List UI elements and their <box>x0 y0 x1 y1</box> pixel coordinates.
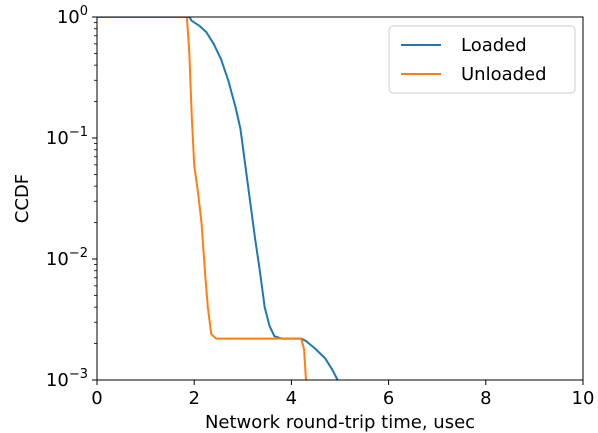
x-tick-label: 10 <box>572 388 595 409</box>
series-line-loaded <box>97 17 339 380</box>
y-tick-label: 100 <box>57 4 88 28</box>
legend-label-unloaded: Unloaded <box>461 64 547 85</box>
x-tick-label: 2 <box>188 388 199 409</box>
plot-frame <box>96 16 584 381</box>
series-line-unloaded <box>97 17 307 380</box>
y-tick-label: 10−2 <box>46 246 88 270</box>
y-axis-label: CCDF <box>12 174 33 223</box>
x-axis-label: Network round-trip time, usec <box>205 412 475 433</box>
x-tick-label: 6 <box>383 388 394 409</box>
y-tick-label: 10−3 <box>46 367 88 391</box>
legend-label-loaded: Loaded <box>461 35 527 56</box>
legend-box <box>388 25 576 94</box>
x-tick-label: 8 <box>480 388 491 409</box>
legend: Loaded Unloaded <box>388 25 576 94</box>
x-tick-label: 0 <box>91 388 102 409</box>
x-tick-label: 4 <box>286 388 297 409</box>
y-tick-label: 10−1 <box>46 125 88 149</box>
